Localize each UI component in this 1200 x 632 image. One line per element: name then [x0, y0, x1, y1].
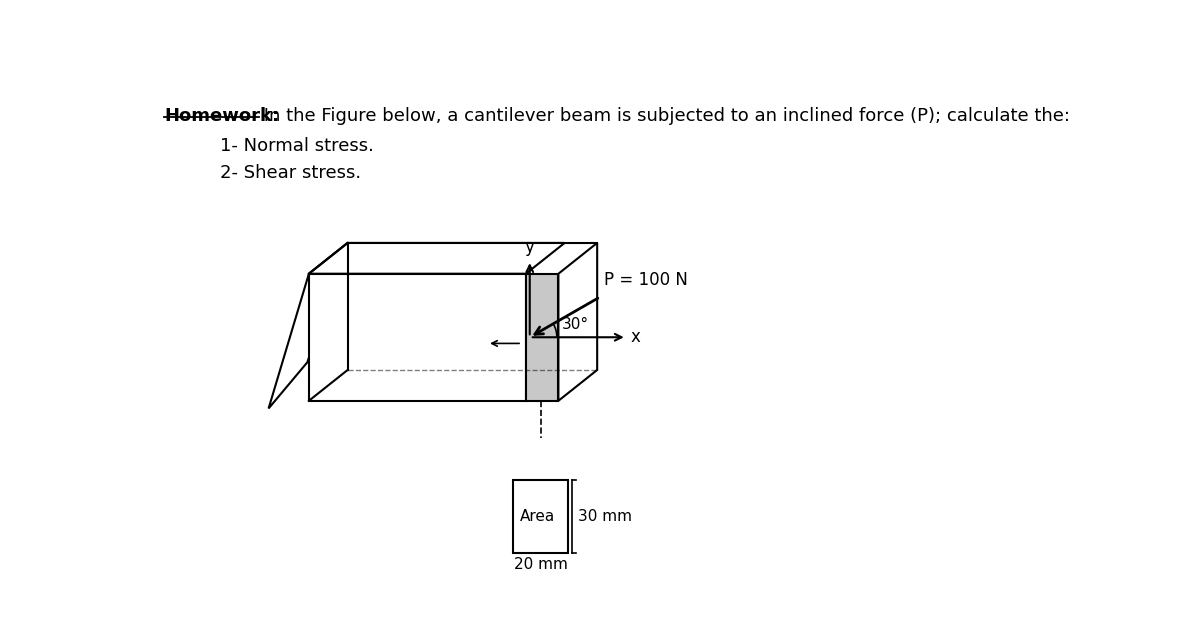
- Bar: [512, 480, 569, 553]
- Text: 20 mm: 20 mm: [514, 557, 568, 572]
- Text: P = 100 N: P = 100 N: [604, 271, 688, 289]
- Text: x: x: [630, 328, 641, 346]
- Text: y: y: [524, 238, 535, 257]
- Text: 30 mm: 30 mm: [578, 509, 632, 524]
- Text: 30°: 30°: [562, 317, 589, 332]
- Text: 1- Normal stress.: 1- Normal stress.: [220, 137, 373, 155]
- Text: 2- Shear stress.: 2- Shear stress.: [220, 164, 361, 181]
- Polygon shape: [558, 243, 598, 401]
- Polygon shape: [308, 243, 565, 274]
- Polygon shape: [308, 274, 526, 401]
- Text: In the Figure below, a cantilever beam is subjected to an inclined force (P); ca: In the Figure below, a cantilever beam i…: [258, 107, 1070, 125]
- Text: Homework:: Homework:: [164, 107, 280, 125]
- Text: Area: Area: [520, 509, 556, 524]
- Polygon shape: [526, 274, 558, 401]
